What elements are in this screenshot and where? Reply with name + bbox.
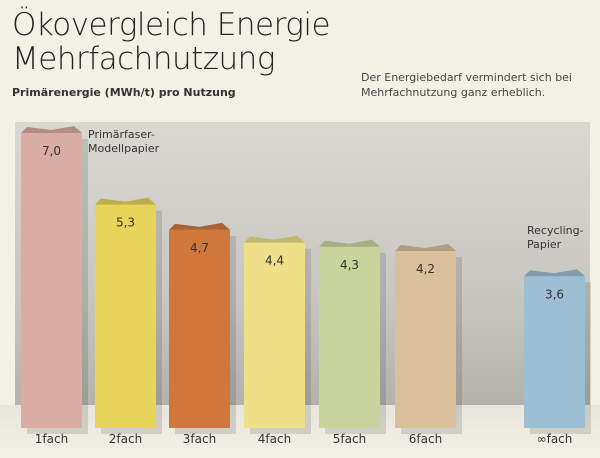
y-axis-label: Primärenergie (MWh/t) pro Nutzung	[12, 86, 236, 99]
annotation-line: Papier	[527, 238, 562, 251]
annotation-recycling: Recycling- Papier	[527, 224, 584, 252]
value-label: 4,4	[265, 254, 284, 268]
title-line-1: Ökovergleich Energie	[12, 7, 331, 43]
bar-top-fold	[169, 222, 230, 230]
bar-∞fach	[524, 276, 585, 428]
annotation-line: Modellpapier	[88, 142, 160, 155]
value-label: 5,3	[116, 216, 135, 230]
bar-top-fold	[319, 239, 380, 247]
value-label: 4,7	[190, 241, 209, 255]
annotation-primary-fiber: Primärfaser- Modellpapier	[88, 128, 159, 156]
category-label: 4fach	[258, 432, 291, 446]
category-label: ∞fach	[537, 432, 573, 446]
bar-6fach	[395, 251, 456, 428]
note-line-2: Mehrfachnutzung ganz erheblich.	[361, 86, 546, 99]
bar-top-fold	[95, 197, 156, 205]
value-label: 3,6	[545, 287, 564, 301]
category-label: 1fach	[35, 432, 68, 446]
category-label: 2fach	[109, 432, 142, 446]
value-label: 4,2	[416, 262, 435, 276]
bar-top-fold	[244, 235, 305, 243]
bar-3fach	[169, 229, 230, 428]
bar-4fach	[244, 242, 305, 428]
bar-top-fold	[524, 269, 585, 277]
bar-1fach	[21, 133, 82, 428]
chart-title: Ökovergleich Energie Mehrfachnutzung	[12, 7, 331, 77]
bar-5fach	[319, 246, 380, 428]
category-label: 6fach	[409, 432, 442, 446]
bar-top-fold	[395, 244, 456, 251]
annotation-line: Recycling-	[527, 224, 584, 237]
bar-top-fold	[21, 126, 82, 133]
value-label: 4,3	[340, 258, 359, 272]
note-line-1: Der Energiebedarf vermindert sich bei	[361, 71, 572, 84]
category-label: 5fach	[333, 432, 366, 446]
value-label: 7,0	[42, 144, 61, 158]
chart-note: Der Energiebedarf vermindert sich bei Me…	[361, 70, 572, 100]
category-label: 3fach	[183, 432, 216, 446]
title-line-2: Mehrfachnutzung	[12, 41, 275, 77]
annotation-line: Primärfaser-	[88, 128, 155, 141]
bar-2fach	[95, 204, 156, 428]
